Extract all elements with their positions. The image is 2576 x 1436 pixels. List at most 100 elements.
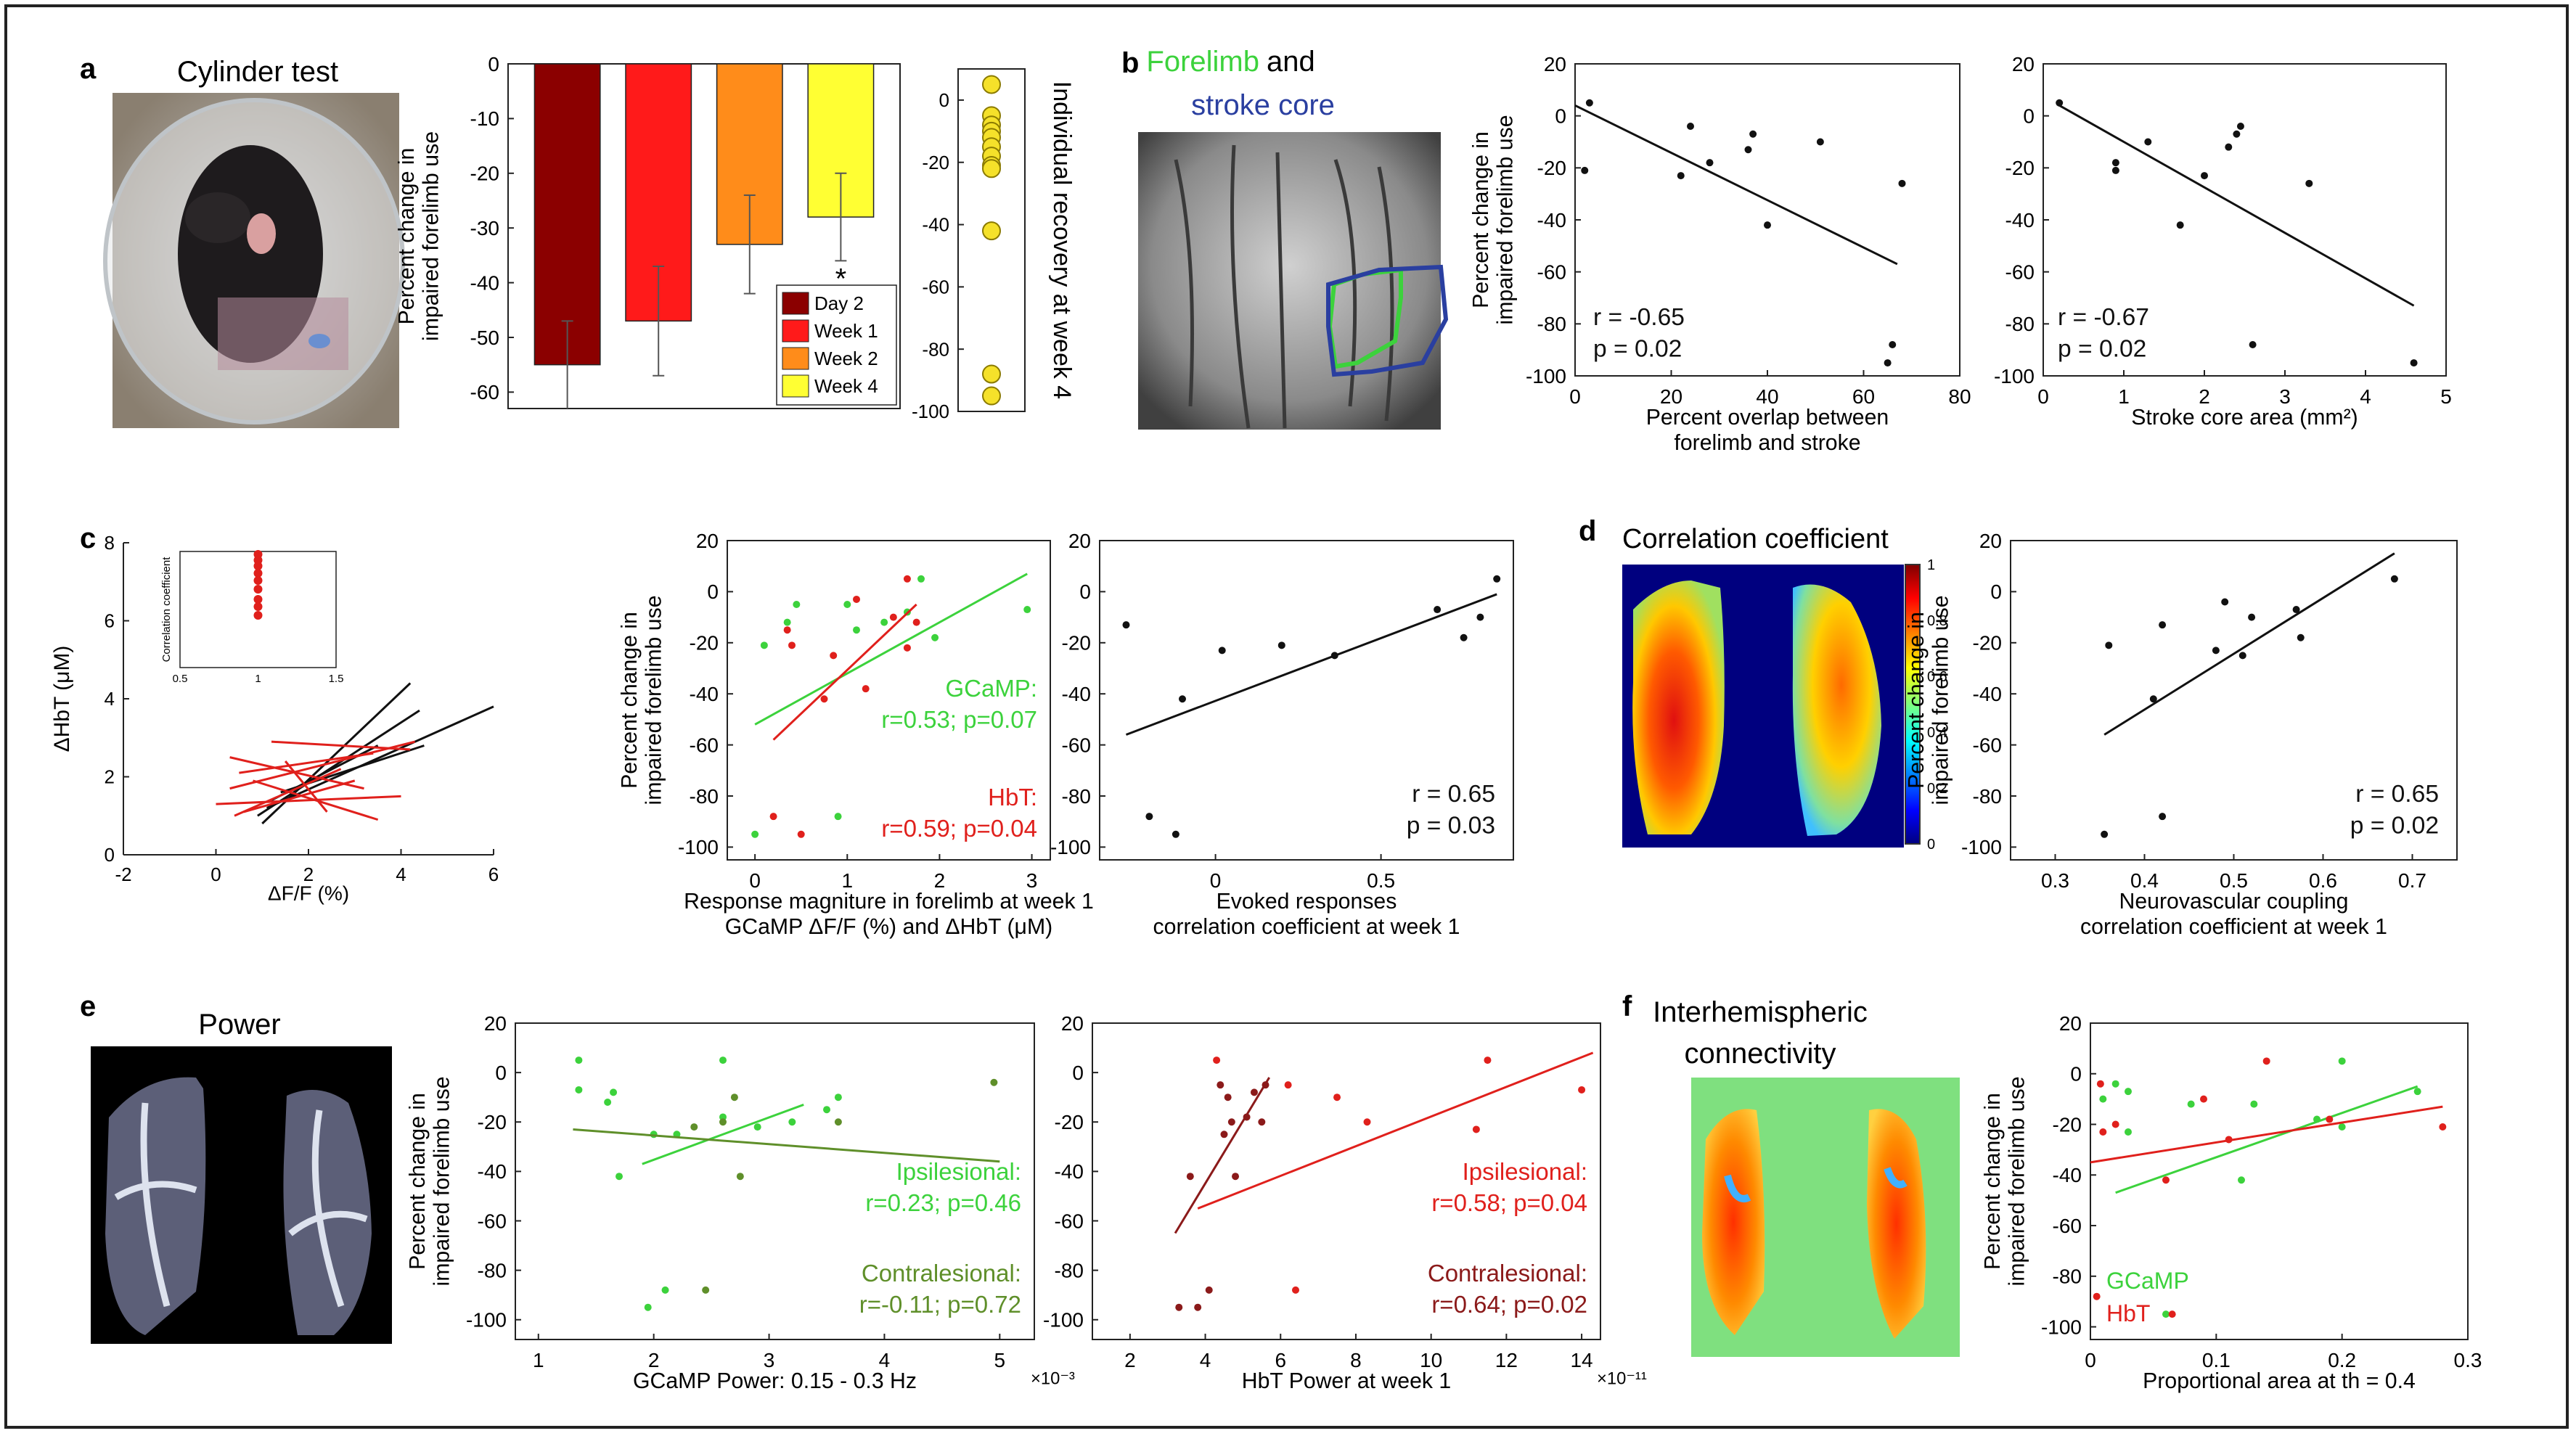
data-point <box>690 1123 698 1131</box>
x-axis-label: ΔF/F (%) <box>268 882 349 904</box>
data-point <box>2313 1115 2321 1123</box>
y-tick-label: -60 <box>470 381 499 403</box>
y-tick-label: -80 <box>1973 785 2002 808</box>
chart-a2: 0 -20 -40 -60 -80 -100 Individual recovery at … <box>912 68 1076 422</box>
x-tick-label: 1 <box>841 869 853 892</box>
data-point <box>575 1057 583 1064</box>
y-tick-label: -20 <box>478 1111 507 1133</box>
data-point <box>2250 1100 2258 1108</box>
data-point <box>2201 172 2208 180</box>
stat-text: r=0.59; p=0.04 <box>881 815 1037 842</box>
x-tick-label: 10 <box>1420 1349 1442 1371</box>
y-tick-label: -40 <box>690 683 719 705</box>
data-point <box>736 1173 744 1181</box>
line-segment <box>257 709 420 817</box>
panel-a: a Cylinder test <box>80 53 405 428</box>
legend-label: Week 4 <box>814 375 878 397</box>
data-point <box>2262 1057 2270 1065</box>
x-tick-label: 0.3 <box>2454 1349 2482 1371</box>
x-tick-label: 1 <box>2118 385 2130 408</box>
data-point <box>2238 652 2246 660</box>
data-point <box>2233 130 2241 138</box>
data-point <box>1194 1303 1202 1311</box>
x-tick-label: 3 <box>2279 385 2291 408</box>
data-point <box>1224 1094 1232 1101</box>
y-tick-label: -100 <box>1961 836 2002 858</box>
data-point <box>2221 598 2229 606</box>
stat-text: Contralesional: <box>1428 1260 1587 1287</box>
data-point <box>604 1099 612 1106</box>
x-tick-label: 5 <box>994 1349 1006 1371</box>
chart-c1-inset: 0.5 1 1.5 Correlation coefficient <box>160 550 343 685</box>
data-point <box>2413 1088 2421 1096</box>
x-axis-label: correlation coefficient at week 1 <box>1153 915 1460 939</box>
x-tick-label: 4 <box>879 1349 891 1371</box>
y-tick-label: -100 <box>466 1309 507 1332</box>
data-point <box>616 1173 623 1181</box>
data-point <box>1023 606 1031 614</box>
data-point <box>2176 221 2184 229</box>
y-tick-label: -20 <box>1055 1111 1084 1133</box>
data-point <box>2236 123 2244 130</box>
panel-c: c <box>80 522 96 554</box>
y-tick-label: -20 <box>1537 157 1566 179</box>
panel-e: e Power <box>80 990 392 1344</box>
panel-letter: e <box>80 990 96 1022</box>
y-tick-label: -100 <box>2041 1316 2082 1338</box>
axes-frame <box>507 63 901 409</box>
data-point <box>1330 652 1338 660</box>
data-point <box>1889 341 1897 348</box>
line-segment <box>216 795 401 805</box>
y-axis-label: Percent change in <box>1469 131 1493 308</box>
axes-frame <box>1092 1022 1601 1340</box>
legend-swatch <box>782 292 809 315</box>
y-axis-label: Percent change in <box>618 612 642 789</box>
stat-text: HbT: <box>988 784 1037 811</box>
y-tick-label: -80 <box>1055 1259 1084 1281</box>
data-point <box>1292 1286 1299 1294</box>
y-axis-label: Percent change in <box>1981 1093 2005 1270</box>
x-tick-label: 0.3 <box>2041 869 2069 892</box>
data-point <box>1227 1118 1235 1126</box>
y-tick-label: -40 <box>2053 1164 2082 1186</box>
inset-point <box>253 569 263 578</box>
axes-frame <box>515 1022 1035 1340</box>
y-tick-label: 0 <box>2070 1063 2082 1086</box>
bar <box>533 63 601 366</box>
data-point <box>830 652 838 660</box>
data-point <box>1250 1088 1258 1096</box>
line-segment <box>266 705 494 809</box>
fit-line <box>573 1128 1000 1163</box>
y-tick-label: 0 <box>495 1062 507 1084</box>
y-tick-label: 20 <box>2059 1012 2082 1035</box>
x-tick-label: 4 <box>1200 1349 1211 1371</box>
stat-text: r = 0.65 <box>1412 781 1495 808</box>
data-point <box>2248 613 2256 621</box>
x-tick-label: 4 <box>396 863 406 885</box>
y-tick-label: -20 <box>1973 632 2002 655</box>
y-tick-label: -60 <box>2053 1215 2082 1237</box>
data-point <box>1484 1057 1492 1064</box>
data-point <box>1706 159 1714 167</box>
data-point <box>1476 613 1484 621</box>
fit-line <box>1174 1077 1270 1234</box>
data-point <box>2125 1088 2132 1096</box>
line-segment <box>243 779 356 813</box>
x-tick-label: 0.5 <box>2220 869 2248 892</box>
stat-text: p = 0.02 <box>2058 336 2146 363</box>
stat-text: r=0.23; p=0.46 <box>865 1189 1021 1216</box>
data-point <box>1434 606 1442 614</box>
data-point <box>834 813 842 821</box>
y-tick-label: -100 <box>678 836 719 858</box>
colorbar-ticks: 1 0.8 0.6 0.4 0.2 0 <box>1927 557 1947 853</box>
y-tick-label: -60 <box>1062 734 1091 756</box>
x-tick-label: 40 <box>1756 385 1778 408</box>
data-point <box>853 595 860 603</box>
data-point <box>2225 143 2233 151</box>
x-tick-label: 2 <box>648 1349 660 1371</box>
data-point <box>843 601 851 608</box>
y-tick-label: 0 <box>707 580 719 603</box>
panel-d: d Correlation coefficient 1 0.8 0.6 0.4 0.2 0 <box>1579 515 1947 853</box>
data-point <box>834 1094 842 1101</box>
